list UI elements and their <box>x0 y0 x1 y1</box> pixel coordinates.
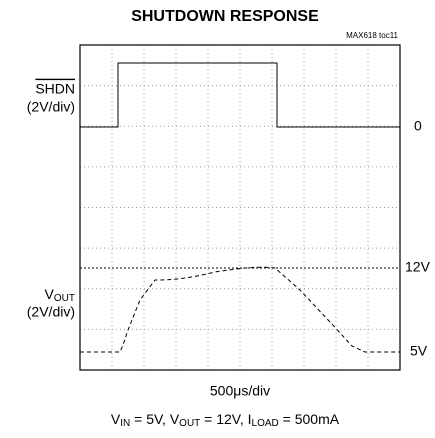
vout-label: VOUT <box>45 286 75 304</box>
grid <box>80 45 400 370</box>
title: SHUTDOWN RESPONSE <box>131 8 319 25</box>
vout-scale: (2V/div) <box>27 304 75 320</box>
cond-sub: IN <box>120 418 130 429</box>
zero-label: 0 <box>414 118 422 134</box>
cond-sub: LOAD <box>252 418 279 429</box>
vout-main: V <box>45 286 55 302</box>
vout-trace <box>80 266 400 353</box>
shdn-trace <box>80 62 400 128</box>
cond: = 500mA <box>279 411 340 427</box>
cond: = 5V, V <box>130 411 180 427</box>
cond: = 12V, I <box>200 411 251 427</box>
cond: V <box>111 411 121 427</box>
vout-sub: OUT <box>54 293 75 304</box>
figure-id: MAX618 toc11 <box>346 31 398 40</box>
shdn-scale: (2V/div) <box>27 99 75 115</box>
shdn-label: SHDN <box>35 81 75 97</box>
high-label: 12V <box>405 259 431 275</box>
plot-frame <box>79 44 401 371</box>
conditions: VIN = 5V, VOUT = 12V, ILOAD = 500mA <box>111 411 340 429</box>
cond-sub: OUT <box>179 418 200 429</box>
x-label: 500μs/div <box>210 383 270 399</box>
low-label: 5V <box>410 343 428 359</box>
